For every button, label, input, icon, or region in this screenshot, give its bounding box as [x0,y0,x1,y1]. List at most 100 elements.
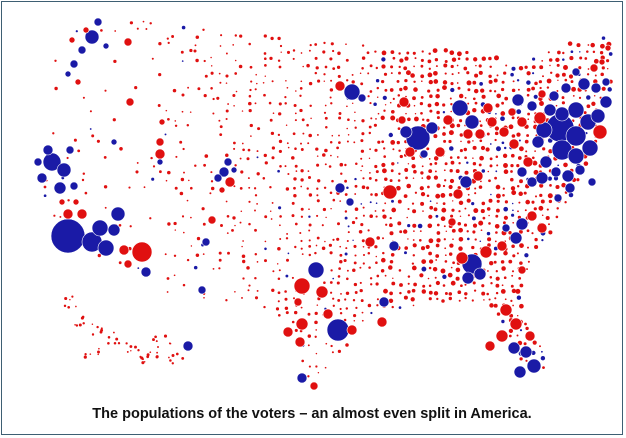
county-dot [182,283,186,287]
county-dot [129,21,134,25]
county-dot [278,269,281,272]
democratic-bubble [459,175,473,189]
county-dot [284,306,289,311]
county-dot [126,350,129,353]
county-dot [299,329,303,333]
county-dot [316,304,319,306]
county-dot [463,66,468,71]
county-dot [190,216,192,219]
county-dot [225,109,229,113]
county-dot [233,141,236,145]
county-dot [428,297,432,301]
county-dot [449,156,453,159]
county-dot [480,229,483,232]
county-dot [381,64,386,69]
county-dot [316,199,320,203]
county-dot [381,162,386,168]
county-dot [336,156,339,158]
county-dot [329,281,333,284]
county-dot [328,165,332,168]
county-dot [524,322,527,326]
county-dot [419,186,424,191]
county-dot [478,163,482,167]
county-dot [272,112,275,114]
county-dot [146,355,150,359]
county-dot [344,210,348,213]
county-dot [382,209,385,212]
county-dot [488,179,491,183]
county-dot [163,334,168,338]
county-dot [517,210,519,213]
county-dot [329,96,332,99]
county-dot [436,88,440,92]
county-dot [464,170,469,175]
county-dot [242,148,245,152]
county-dot [181,110,184,113]
county-dot [219,125,223,129]
county-dot [287,172,290,176]
county-dot [448,139,452,144]
county-dot [546,86,550,89]
county-dot [291,276,294,279]
county-dot [600,43,605,49]
county-dot [376,86,380,90]
county-dot [441,299,445,303]
republican-bubble [58,198,66,206]
county-dot [368,176,372,180]
county-dot [519,179,523,184]
county-dot [316,163,320,167]
county-dot [115,337,119,341]
county-dot [381,257,386,263]
county-dot [472,145,477,150]
county-dot [165,109,168,112]
county-dot [392,97,395,100]
county-dot [277,169,280,173]
republican-bubble [462,128,474,140]
county-dot [247,177,250,180]
county-dot [69,298,71,301]
county-dot [435,93,440,99]
county-dot [337,74,341,78]
county-dot [193,49,197,53]
county-dot [299,108,303,113]
republican-bubble [74,78,82,86]
county-dot [519,261,523,265]
county-dot [472,140,474,142]
county-dot [532,160,538,166]
county-dot [427,185,430,189]
county-dot [322,50,326,54]
county-dot [89,353,92,355]
county-dot [300,207,304,211]
county-dot [397,199,402,204]
county-dot [510,153,515,158]
county-dot [322,153,326,157]
county-dot [501,141,505,145]
county-dot [489,89,492,93]
county-dot [315,244,318,247]
county-dot [495,155,499,159]
county-dot [426,118,430,122]
republican-bubble [524,330,536,342]
county-dot [466,80,472,86]
county-dot [354,193,357,195]
county-dot [490,282,493,285]
county-dot [278,139,283,144]
county-dot [435,193,441,199]
county-dot [383,72,388,76]
county-dot [362,214,365,217]
county-dot [361,67,364,70]
county-dot [516,185,520,188]
county-dot [496,146,501,152]
county-dot [299,94,302,97]
county-dot [373,102,377,107]
county-dot [254,228,257,232]
county-dot [299,87,303,90]
county-dot [539,345,541,348]
county-dot [361,44,365,47]
county-dot [384,88,388,92]
county-dot [358,230,363,234]
county-dot [377,140,381,144]
republican-bubble [598,58,606,66]
county-dot [539,101,544,106]
county-dot [449,123,455,129]
